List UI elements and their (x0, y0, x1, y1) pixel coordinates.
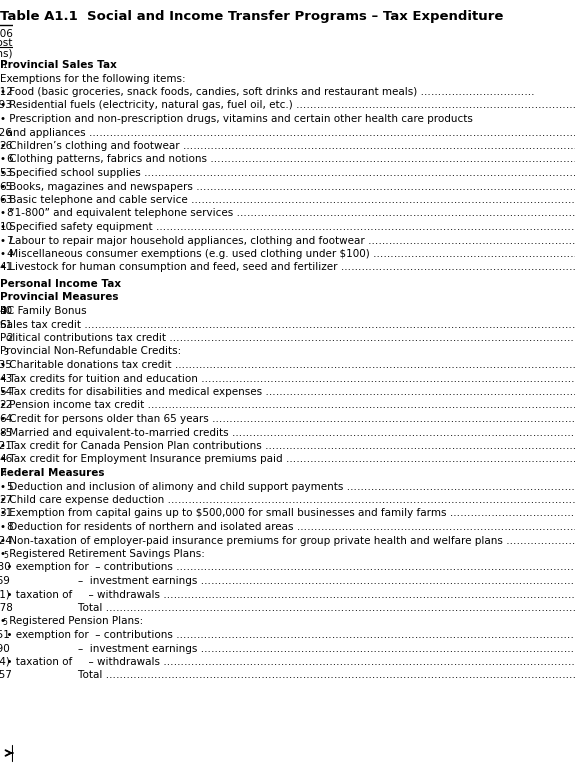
Text: 2: 2 (6, 333, 13, 343)
Text: • Registered Pension Plans:: • Registered Pension Plans: (1, 617, 147, 627)
Text: –  investment earnings …………………………………………………………………………………………………………………: – investment earnings ………………………………………………… (1, 644, 575, 653)
Text: ($ millions): ($ millions) (0, 49, 13, 59)
Text: • Clothing patterns, fabrics and notions ………………………………………………………………………………………………………: • Clothing patterns, fabrics and notions… (1, 154, 575, 164)
Text: 457: 457 (0, 670, 13, 680)
Text: Provincial Sales Tax: Provincial Sales Tax (0, 60, 121, 70)
Text: 378: 378 (0, 603, 13, 613)
Text: 3: 3 (3, 348, 8, 357)
Text: 2: 2 (2, 308, 6, 317)
Text: Total ………………………………………………………………………………………………………………………………………………………………………: Total …………………………………………………………………………………………… (1, 670, 575, 680)
Text: –  investment earnings …………………………………………………………………………………………………………………: – investment earnings ………………………………………………… (1, 576, 575, 586)
Text: 31: 31 (0, 509, 13, 518)
Text: 53: 53 (0, 168, 13, 178)
Text: 193: 193 (0, 100, 13, 110)
Text: 121: 121 (0, 441, 13, 451)
Text: 5: 5 (6, 482, 13, 492)
Text: • Tax credits for tuition and education …………………………………………………………………………………………………………: • Tax credits for tuition and education … (1, 374, 575, 384)
Text: 6: 6 (6, 154, 13, 164)
Text: 135: 135 (0, 360, 13, 370)
Text: • Livestock for human consumption and feed, seed and fertilizer …………………………………………: • Livestock for human consumption and fe… (1, 262, 575, 272)
Text: Exemptions for the following items:: Exemptions for the following items: (0, 74, 186, 84)
Text: 1: 1 (2, 61, 7, 71)
Text: • Married and equivalent-to-married credits ………………………………………………………………………………………………: • Married and equivalent-to-married cred… (1, 427, 575, 437)
Text: 8: 8 (6, 522, 13, 532)
Text: 46: 46 (0, 455, 13, 465)
Text: 351: 351 (0, 630, 10, 640)
Text: Federal Measures 4: Federal Measures 4 (0, 468, 116, 478)
Text: 5: 5 (4, 551, 9, 559)
Text: 124: 124 (0, 535, 13, 545)
Text: • Registered Retirement Savings Plans: 5: • Registered Retirement Savings Plans: 5 (1, 549, 215, 559)
Text: 7: 7 (6, 235, 13, 245)
Text: Provincial Sales Tax 1: Provincial Sales Tax 1 (0, 60, 128, 70)
Text: • Charitable donations tax credit …………………………………………………………………………………………………………………………: • Charitable donations tax credit ………………… (1, 360, 575, 370)
Text: Provincial Measures: Provincial Measures (0, 292, 118, 302)
Text: • exemption for  – contributions …………………………………………………………………………………………………………: • exemption for – contributions ……………………… (1, 562, 575, 572)
Text: Estimated Cost: Estimated Cost (0, 38, 13, 48)
Text: • Child care expense deduction …………………………………………………………………………………………………………………………………: • Child care expense deduction ………………………… (1, 495, 575, 505)
Text: • Credit for persons older than 65 years ………………………………………………………………………………………………………: • Credit for persons older than 65 years… (1, 414, 575, 424)
Text: 63: 63 (0, 195, 13, 205)
Text: • Tax credits for disabilities and medical expenses …………………………………………………………………………: • Tax credits for disabilities and medic… (1, 387, 575, 397)
Text: Provincial Non-Refundable Credits:: Provincial Non-Refundable Credits: (0, 347, 185, 357)
Text: 269: 269 (0, 576, 10, 586)
Text: 4: 4 (2, 469, 7, 479)
Text: • taxation of     – withdrawals ……………………………………………………………………………………………………………………………: • taxation of – withdrawals ………………………………… (1, 657, 575, 667)
Text: • Tax credit for Canada Pension Plan contributions ……………………………………………………………………………: • Tax credit for Canada Pension Plan con… (1, 441, 575, 451)
Text: and appliances ………………………………………………………………………………………………………………………………………: and appliances …………………………………………………………………… (1, 127, 575, 137)
Text: • Basic telephone and cable service ……………………………………………………………………………………………………………………: • Basic telephone and cable service …………… (1, 195, 575, 205)
Text: • taxation of     – withdrawals ……………………………………………………………………………………………………………………………: • taxation of – withdrawals ………………………………… (1, 590, 575, 600)
Text: BC Family Bonus 2: BC Family Bonus 2 (0, 306, 97, 316)
Text: • Tax credit for Employment Insurance premiums paid …………………………………………………………………………: • Tax credit for Employment Insurance pr… (1, 455, 575, 465)
Text: Personal Income Tax: Personal Income Tax (0, 279, 121, 289)
Text: 812: 812 (0, 87, 13, 97)
Text: Sales tax credit ………………………………………………………………………………………………………………………………………………………………………: Sales tax credit ……………………………………………………………… (0, 320, 575, 330)
Text: 43: 43 (0, 374, 13, 384)
Text: 27: 27 (0, 495, 13, 505)
Text: • Specified school supplies …………………………………………………………………………………………………………………………………………: • Specified school supplies ………………………………… (1, 168, 575, 178)
Text: Table A1.1  Social and Income Transfer Programs – Tax Expenditure: Table A1.1 Social and Income Transfer Pr… (0, 10, 504, 23)
Text: (221): (221) (0, 590, 10, 600)
Text: 330: 330 (0, 562, 10, 572)
Text: 10: 10 (0, 222, 13, 232)
Text: • Food (basic groceries, snack foods, candies, soft drinks and restaurant meals): • Food (basic groceries, snack foods, ca… (1, 87, 535, 97)
Text: Provincial Non-Refundable Credits: 3: Provincial Non-Refundable Credits: 3 (0, 347, 191, 357)
Text: 5: 5 (3, 618, 7, 627)
Text: 22: 22 (0, 400, 13, 410)
Text: Federal Measures: Federal Measures (0, 468, 108, 478)
Text: BC Family Bonus: BC Family Bonus (0, 306, 90, 316)
Text: • Miscellaneous consumer exemptions (e.g. used clothing under $100) ………………………………: • Miscellaneous consumer exemptions (e.g… (1, 249, 575, 259)
Text: • Specified safety equipment ………………………………………………………………………………………………………………………………………: • Specified safety equipment ……………………………… (1, 222, 575, 232)
Text: • Pension income tax credit …………………………………………………………………………………………………………………………………………: • Pension income tax credit ………………………………… (1, 400, 575, 410)
Text: 41: 41 (0, 262, 13, 272)
Text: 4: 4 (6, 249, 13, 259)
Text: 2005/06: 2005/06 (0, 29, 13, 39)
Text: 65: 65 (0, 182, 13, 192)
Text: Total ………………………………………………………………………………………………………………………………………………………………………: Total …………………………………………………………………………………………… (1, 603, 575, 613)
Text: Political contributions tax credit ………………………………………………………………………………………………………………………: Political contributions tax credit ……………… (0, 333, 575, 343)
Text: 26: 26 (0, 141, 13, 151)
Text: • Deduction and inclusion of alimony and child support payments …………………………………………: • Deduction and inclusion of alimony and… (1, 482, 575, 492)
Text: 85: 85 (0, 427, 13, 437)
Text: • Registered Pension Plans: 5: • Registered Pension Plans: 5 (1, 617, 154, 627)
Text: 61: 61 (0, 320, 13, 330)
Text: 64: 64 (0, 414, 13, 424)
Text: • Deduction for residents of northern and isolated areas ……………………………………………………………: • Deduction for residents of northern an… (1, 522, 575, 532)
Text: (384): (384) (0, 657, 10, 667)
Text: • Non-taxation of employer-paid insurance premiums for group private health and : • Non-taxation of employer-paid insuranc… (1, 535, 575, 545)
Text: • Labour to repair major household appliances, clothing and footwear ……………………………: • Labour to repair major household appli… (1, 235, 575, 245)
Text: • “1-800” and equivalent telephone services ………………………………………………………………………………………………: • “1-800” and equivalent telephone servi… (1, 209, 575, 219)
Text: 490: 490 (0, 644, 10, 653)
Text: • Books, magazines and newspapers …………………………………………………………………………………………………………………………: • Books, magazines and newspapers ………………… (1, 182, 575, 192)
Text: 126: 126 (0, 127, 13, 137)
Text: • Children’s clothing and footwear ………………………………………………………………………………………………………………………: • Children’s clothing and footwear ……………… (1, 141, 575, 151)
Text: 54: 54 (0, 387, 13, 397)
Text: • Residential fuels (electricity, natural gas, fuel oil, etc.) ……………………………………………: • Residential fuels (electricity, natura… (1, 100, 575, 110)
Text: • Exemption from capital gains up to $500,000 for small businesses and family fa: • Exemption from capital gains up to $50… (1, 509, 575, 518)
Text: 8: 8 (6, 209, 13, 219)
Text: 40: 40 (0, 306, 13, 316)
Text: • exemption for  – contributions …………………………………………………………………………………………………………: • exemption for – contributions ……………………… (1, 630, 575, 640)
Text: • Prescription and non-prescription drugs, vitamins and certain other health car: • Prescription and non-prescription drug… (1, 114, 473, 124)
Text: • Registered Retirement Savings Plans:: • Registered Retirement Savings Plans: (1, 549, 209, 559)
